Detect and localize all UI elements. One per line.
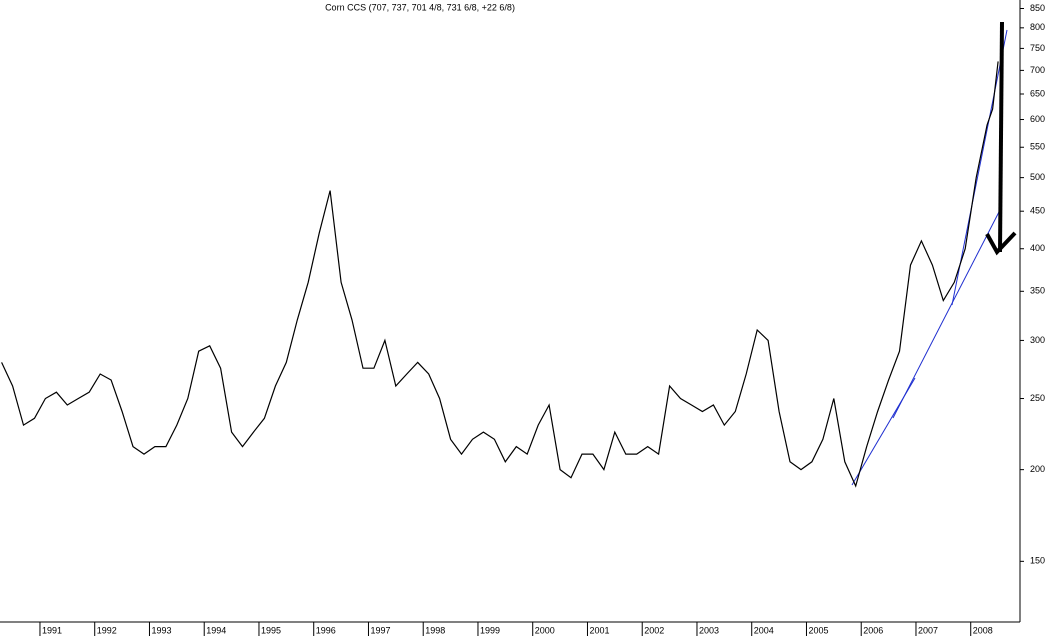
arrow-head [985,231,1017,256]
y-tick-label: 150 [1030,556,1045,566]
price-line [1,61,999,488]
y-tick-label: 850 [1030,3,1045,13]
trend-lines [851,29,1008,486]
y-tick-label: 250 [1030,393,1045,403]
y-tick-label: 700 [1030,65,1045,75]
x-tick-label: 1993 [151,625,171,635]
x-tick-label: 1991 [42,625,62,635]
y-tick-label: 450 [1030,206,1045,216]
x-tick-label: 2001 [589,625,609,635]
chart-title: Corn CCS (707, 737, 701 4/8, 731 6/8, +2… [325,2,515,12]
y-tick-label: 300 [1030,335,1045,345]
x-tick-label: 2005 [808,625,828,635]
y-tick-label: 600 [1030,114,1045,124]
x-tick-label: 1994 [206,625,226,635]
x-tick-label: 2003 [699,625,719,635]
x-tick-label: 2007 [918,625,938,635]
y-tick-label: 650 [1030,88,1045,98]
x-tick-label: 2000 [535,625,555,635]
x-tick-label: 1995 [261,625,281,635]
y-tick-label: 500 [1030,172,1045,182]
y-tick-label: 350 [1030,286,1045,296]
x-tick-label: 1999 [480,625,500,635]
x-tick-label: 1998 [425,625,445,635]
x-tick-label: 1992 [97,625,117,635]
x-tick-label: 1997 [370,625,390,635]
x-tick-label: 2004 [754,625,774,635]
x-tick-label: 2008 [973,625,993,635]
x-tick-label: 1996 [316,625,336,635]
arrow [985,21,1017,256]
x-tick-label: 2006 [863,625,883,635]
y-tick-label: 750 [1030,43,1045,53]
x-tick-label: 2002 [644,625,664,635]
trend-line [951,29,1008,306]
y-tick-label: 200 [1030,464,1045,474]
y-tick-label: 800 [1030,22,1045,32]
y-tick-label: 550 [1030,142,1045,152]
y-tick-label: 400 [1030,243,1045,253]
arrow-shaft [998,21,1004,253]
trend-line [892,209,1001,419]
